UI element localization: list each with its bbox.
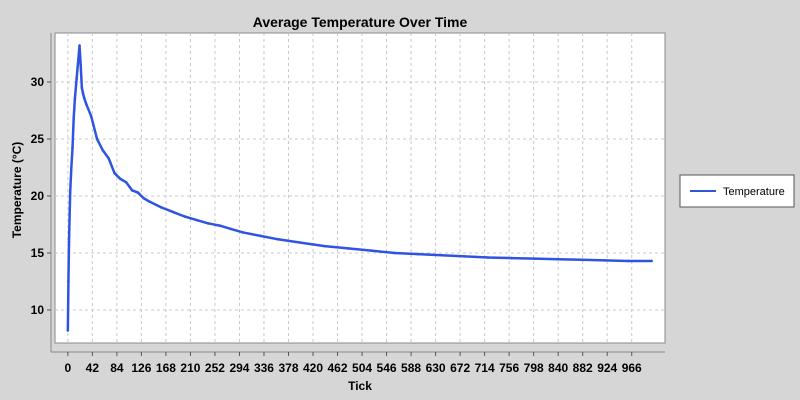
data-point [124, 181, 128, 184]
plot-area [54, 32, 666, 344]
data-point [142, 196, 146, 200]
data-point [89, 114, 93, 118]
data-point [300, 241, 303, 245]
x-tick-label: 294 [229, 361, 249, 375]
data-point [183, 215, 186, 218]
data-point [580, 258, 583, 262]
data-point [416, 252, 420, 256]
data-point [78, 44, 81, 47]
data-point [95, 137, 99, 141]
series-layer [66, 44, 653, 332]
data-point [85, 103, 88, 107]
x-axis-label: Tick [348, 379, 372, 393]
x-tick-label: 966 [622, 361, 642, 375]
y-tick-label: 10 [31, 303, 45, 317]
data-point [67, 280, 70, 283]
x-tick-label: 210 [180, 361, 200, 375]
y-tick-label: 15 [31, 246, 45, 260]
x-axis-ticks: 0 42 84 126 168 210 252 294 336 378 420 462 504 546 58… [64, 352, 642, 375]
data-point [73, 97, 77, 101]
data-point [72, 117, 75, 120]
data-point [440, 253, 443, 257]
data-point [241, 231, 245, 234]
x-tick-label: 252 [205, 361, 225, 375]
x-tick-label: 714 [475, 361, 495, 375]
data-point [323, 244, 326, 248]
x-tick-label: 462 [328, 361, 348, 375]
x-tick-label: 924 [597, 361, 617, 375]
data-point [486, 256, 490, 259]
x-tick-label: 630 [426, 361, 446, 375]
legend: Temperature [679, 174, 795, 208]
x-tick-label: 840 [548, 361, 568, 375]
data-point [370, 249, 373, 252]
data-point [101, 149, 105, 152]
data-point [119, 177, 122, 181]
data-point [75, 77, 78, 80]
legend-label: Temperature [723, 186, 785, 198]
data-point [171, 210, 175, 214]
data-point [70, 166, 73, 169]
y-tick-label: 20 [31, 189, 45, 203]
data-point [113, 171, 116, 175]
data-point [556, 257, 560, 261]
data-point [130, 188, 134, 192]
legend-box [679, 174, 795, 208]
data-point [626, 259, 630, 263]
data-point [81, 92, 85, 95]
data-point [650, 259, 653, 263]
data-point [276, 237, 280, 241]
x-tick-label: 504 [352, 361, 372, 375]
y-tick-label: 25 [31, 132, 45, 146]
data-point [136, 191, 140, 194]
data-point [510, 256, 513, 260]
x-tick-label: 756 [499, 361, 519, 375]
data-point [77, 57, 80, 61]
data-point [159, 206, 163, 209]
y-axis-ticks: 10 15 20 25 30 [31, 75, 51, 317]
y-tick-label: 30 [31, 75, 45, 89]
x-tick-label: 588 [401, 361, 421, 375]
data-point [194, 218, 198, 222]
data-point [71, 146, 74, 150]
data-point [107, 157, 110, 160]
data-point [218, 224, 221, 227]
data-point [82, 96, 86, 100]
data-point [463, 255, 467, 258]
x-tick-label: 42 [86, 361, 100, 375]
x-tick-label: 798 [524, 361, 544, 375]
x-tick-label: 882 [573, 361, 593, 375]
data-point [603, 259, 607, 262]
data-point [68, 191, 72, 194]
x-tick-label: 420 [303, 361, 323, 375]
x-tick-label: 378 [278, 361, 298, 375]
data-point [346, 247, 350, 250]
data-point [229, 227, 233, 231]
x-tick-label: 0 [64, 361, 71, 375]
x-tick-label: 84 [110, 361, 124, 375]
data-point [67, 240, 71, 243]
grid-lines [55, 33, 665, 343]
x-tick-label: 336 [254, 361, 274, 375]
data-point [259, 234, 262, 238]
data-point [393, 251, 397, 255]
x-tick-label: 168 [156, 361, 176, 375]
data-point [80, 86, 84, 90]
data-point [148, 200, 151, 203]
chart-title: Average Temperature Over Time [253, 14, 468, 30]
data-point [206, 222, 210, 225]
x-tick-label: 126 [131, 361, 151, 375]
data-point [533, 257, 537, 260]
x-tick-label: 546 [377, 361, 397, 375]
data-point [79, 63, 82, 67]
x-tick-label: 672 [450, 361, 470, 375]
y-axis-label: Temperature (°C) [10, 142, 24, 239]
data-point [66, 329, 70, 332]
